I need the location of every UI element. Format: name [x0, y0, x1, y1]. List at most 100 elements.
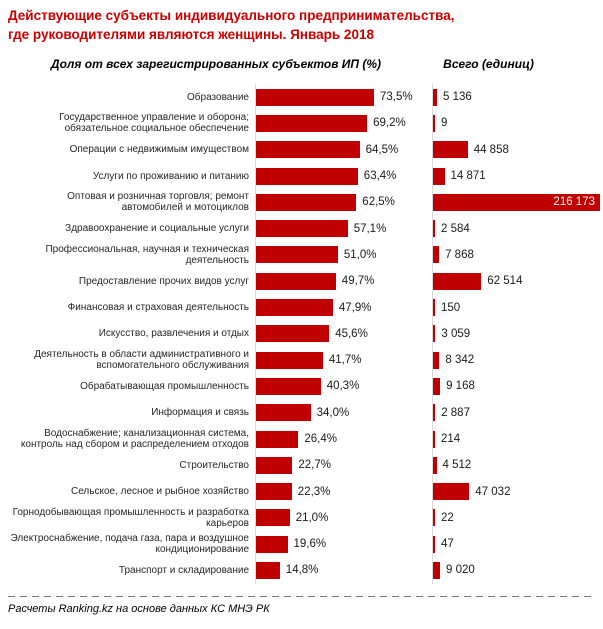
chart-row: Профессиональная, научная и техническая … — [0, 241, 603, 269]
total-bar — [433, 535, 435, 553]
pct-value-label: 34,0% — [316, 406, 350, 419]
chart-rows: Образование 73,5% 5 136 Государственное упр… — [0, 84, 603, 584]
pct-bar — [256, 456, 293, 474]
pct-bar-track: 63,4% — [255, 162, 432, 190]
pct-bar-track: 19,6% — [255, 531, 432, 558]
pct-bar-track: 22,3% — [255, 478, 432, 505]
pct-bar — [256, 220, 348, 238]
pct-value-label: 41,7% — [328, 354, 362, 367]
total-bar-track: 2 584 — [432, 215, 603, 242]
total-value-label: 214 — [441, 433, 461, 445]
chart-row: Строительство 22,7% 4 512 — [0, 452, 603, 479]
category-label: Строительство — [179, 459, 249, 471]
total-value-label: 47 032 — [475, 485, 511, 498]
chart-title-line2: где руководителями являются женщины. Янв… — [8, 27, 374, 42]
total-value-label: 14 871 — [450, 170, 486, 183]
left-axis-header: Доля от всех зарегистрированных субъекто… — [50, 57, 382, 71]
pct-bar-track: 41,7% — [255, 346, 432, 374]
pct-value-label: 64,5% — [365, 143, 399, 156]
chart-row: Деятельность в области административного… — [0, 346, 603, 374]
pct-value-label: 62,5% — [362, 196, 395, 209]
pct-bar-track: 57,1% — [255, 215, 432, 242]
pct-bar — [256, 351, 323, 369]
category-label: Транспорт и складирование — [118, 564, 249, 576]
pct-value-label: 26,4% — [304, 433, 337, 445]
pct-bar — [256, 509, 290, 527]
pct-value-label: 47,9% — [338, 301, 372, 314]
total-bar-track: 44 858 — [432, 136, 603, 163]
pct-value-label: 63,4% — [363, 170, 397, 183]
total-value-label: 9 020 — [446, 564, 475, 577]
total-value-label: 150 — [441, 301, 461, 314]
chart-row: Здравоохранение и социальные услуги 57,1%… — [0, 215, 603, 242]
category-label: Деятельность в области административного… — [34, 349, 249, 372]
pct-value-label: 19,6% — [293, 538, 327, 551]
chart-title: Действующие субъекты индивидуального пре… — [8, 6, 603, 44]
pct-bar-track: 14,8% — [255, 557, 432, 584]
total-value-label: 9 — [441, 117, 448, 130]
total-bar — [433, 141, 468, 159]
category-label: Водоснабжение; канализационная система, … — [20, 428, 249, 450]
total-bar — [433, 509, 435, 527]
source-note: Расчеты Ranking.kz на основе данных КС М… — [8, 602, 270, 615]
total-bar: 216 173 — [433, 193, 600, 211]
category-label: Услуги по проживанию и питанию — [92, 170, 249, 182]
chart-row: Электроснабжение, подача газа, пара и во… — [0, 531, 603, 558]
total-value-label: 44 858 — [473, 143, 509, 156]
total-bar — [433, 456, 437, 474]
total-bar — [433, 272, 482, 290]
chart-row: Операции с недвижимым имуществом 64,5% 44 … — [0, 136, 603, 163]
pct-bar — [256, 377, 321, 395]
total-bar — [433, 483, 470, 501]
category-label: Искусство, развлечения и отдых — [98, 328, 249, 340]
category-label: Обрабатывающая промышленность — [80, 380, 249, 392]
pct-bar — [256, 404, 311, 422]
category-label: Сельское, лесное и рыбное хозяйство — [70, 486, 249, 498]
total-bar — [433, 351, 440, 369]
pct-bar-track: 49,7% — [255, 268, 432, 295]
chart-row: Водоснабжение; канализационная система, … — [0, 425, 603, 453]
total-bar — [433, 167, 445, 185]
pct-bar — [256, 193, 357, 211]
pct-bar — [256, 535, 288, 553]
total-bar — [433, 430, 435, 448]
total-bar-track: 9 168 — [432, 373, 603, 400]
total-value-label: 9 168 — [446, 380, 475, 393]
chart-row: Сельское, лесное и рыбное хозяйство 22,3%… — [0, 478, 603, 505]
total-value-label: 8 342 — [445, 354, 475, 367]
total-bar-track: 47 — [432, 531, 603, 558]
total-bar-track: 7 868 — [432, 241, 603, 269]
total-bar-track: 216 173 — [432, 189, 603, 216]
chart-row: Образование 73,5% 5 136 — [0, 84, 603, 111]
pct-bar — [256, 430, 299, 448]
total-bar — [433, 88, 437, 106]
pct-value-label: 22,7% — [298, 459, 331, 472]
pct-value-label: 21,0% — [295, 511, 329, 524]
category-label: Государственное управление и оборона; об… — [59, 112, 249, 135]
chart-title-line1: Действующие субъекты индивидуального пре… — [8, 8, 455, 23]
pct-bar-track: 69,2% — [255, 110, 432, 137]
total-value-label: 47 — [441, 538, 454, 551]
pct-value-label: 57,1% — [353, 222, 387, 235]
total-bar-track: 2 887 — [432, 399, 603, 426]
category-label: Электроснабжение, подача газа, пара и во… — [10, 533, 249, 556]
total-bar-track: 3 059 — [432, 320, 603, 347]
total-bar-track: 4 512 — [432, 452, 603, 479]
pct-value-label: 45,6% — [335, 327, 368, 340]
pct-bar-track: 45,6% — [255, 320, 432, 347]
category-label: Оптовая и розничная торговля; ремонт авт… — [67, 191, 249, 214]
chart-container: Действующие субъекты индивидуального пре… — [0, 6, 603, 629]
pct-bar — [256, 561, 280, 579]
category-label: Финансовая и страховая деятельность — [67, 302, 249, 314]
total-value-label: 2 887 — [441, 406, 470, 419]
chart-row: Оптовая и розничная торговля; ремонт авт… — [0, 189, 603, 216]
category-label: Горнодобывающая промышленность и разрабо… — [12, 506, 249, 529]
pct-value-label: 69,2% — [373, 117, 406, 130]
total-value-label: 4 512 — [442, 459, 472, 472]
total-value-label: 2 584 — [441, 222, 470, 235]
pct-value-label: 14,8% — [285, 564, 319, 577]
total-value-label: 5 136 — [443, 91, 472, 104]
category-label: Образование — [187, 91, 249, 103]
pct-bar-track: 73,5% — [255, 84, 432, 111]
category-label: Информация и связь — [151, 407, 249, 419]
